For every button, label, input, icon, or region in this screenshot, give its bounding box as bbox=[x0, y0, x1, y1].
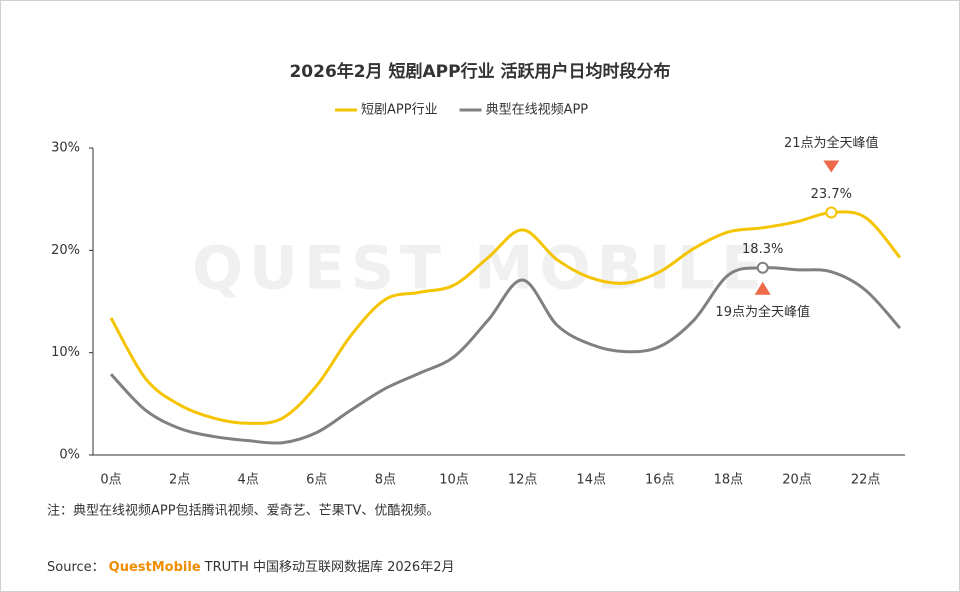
x-tick-label: 0点 bbox=[100, 473, 121, 488]
annotation: 19点为全天峰值 bbox=[715, 304, 810, 320]
annotation: 21点为全天峰值 bbox=[784, 135, 879, 151]
y-tick-label: 10% bbox=[51, 345, 80, 360]
x-tick-label: 22点 bbox=[851, 473, 881, 488]
note: 注：典型在线视频APP包括腾讯视频、爱奇艺、芒果TV、优酷视频。 bbox=[47, 503, 439, 519]
source: Source： QuestMobile TRUTH 中国移动互联网数据库 2026年… bbox=[47, 559, 454, 575]
x-tick-label: 4点 bbox=[238, 473, 259, 488]
source-prefix: Source： bbox=[47, 560, 105, 575]
y-tick-label: 20% bbox=[51, 243, 80, 258]
annotation-arrow bbox=[754, 281, 771, 295]
x-tick-label: 20点 bbox=[782, 473, 812, 488]
value-label: 18.3% bbox=[742, 242, 783, 257]
x-tick-label: 14点 bbox=[576, 473, 606, 488]
x-tick-label: 6点 bbox=[306, 473, 327, 488]
value-label: 23.7% bbox=[811, 187, 852, 202]
y-tick-label: 0% bbox=[59, 448, 80, 463]
series-line bbox=[109, 210, 902, 425]
x-tick-label: 2点 bbox=[169, 473, 190, 488]
peak-marker bbox=[756, 261, 769, 274]
x-tick-label: 8点 bbox=[375, 473, 396, 488]
x-tick-label: 18点 bbox=[714, 473, 744, 488]
source-brand: QuestMobile bbox=[109, 560, 201, 575]
annotation-arrow bbox=[823, 160, 840, 173]
y-tick-label: 30% bbox=[51, 141, 80, 156]
x-tick-label: 12点 bbox=[508, 473, 538, 488]
legend-label: 短剧APP行业 bbox=[361, 103, 438, 118]
legend-label: 典型在线视频APP bbox=[486, 103, 589, 118]
x-tick-label: 10点 bbox=[439, 473, 469, 488]
peak-marker bbox=[825, 206, 838, 219]
x-tick-label: 16点 bbox=[645, 473, 675, 488]
chart-title: 2026年2月 短剧APP行业 活跃用户日均时段分布 bbox=[289, 61, 670, 82]
source-text: TRUTH 中国移动互联网数据库 2026年2月 bbox=[204, 559, 455, 575]
watermark: QUEST MOBILE bbox=[192, 234, 768, 304]
